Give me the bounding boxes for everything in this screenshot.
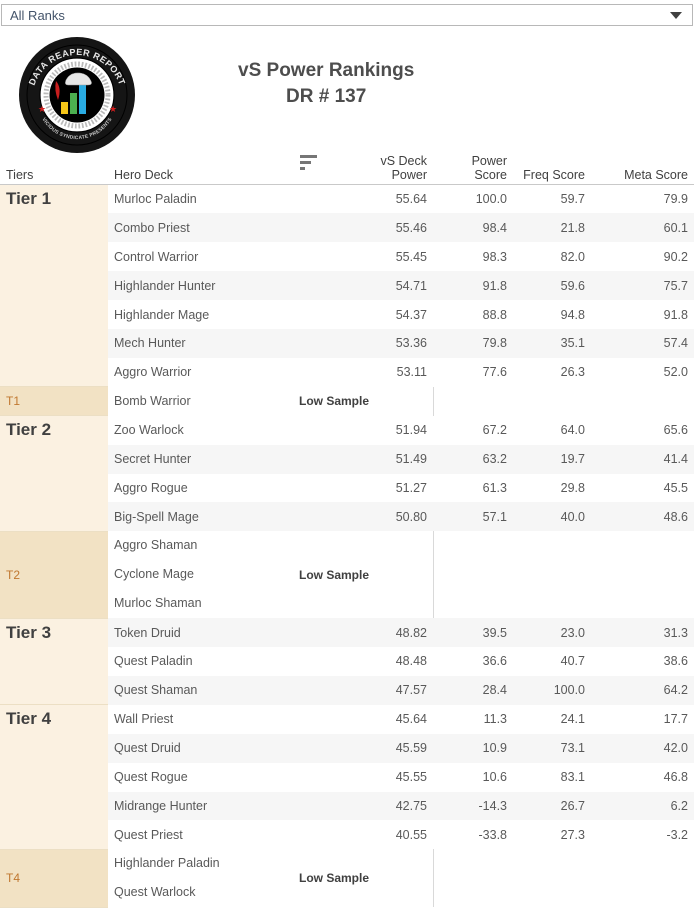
svg-text:★: ★ (38, 104, 46, 114)
svg-text:★: ★ (109, 104, 117, 114)
